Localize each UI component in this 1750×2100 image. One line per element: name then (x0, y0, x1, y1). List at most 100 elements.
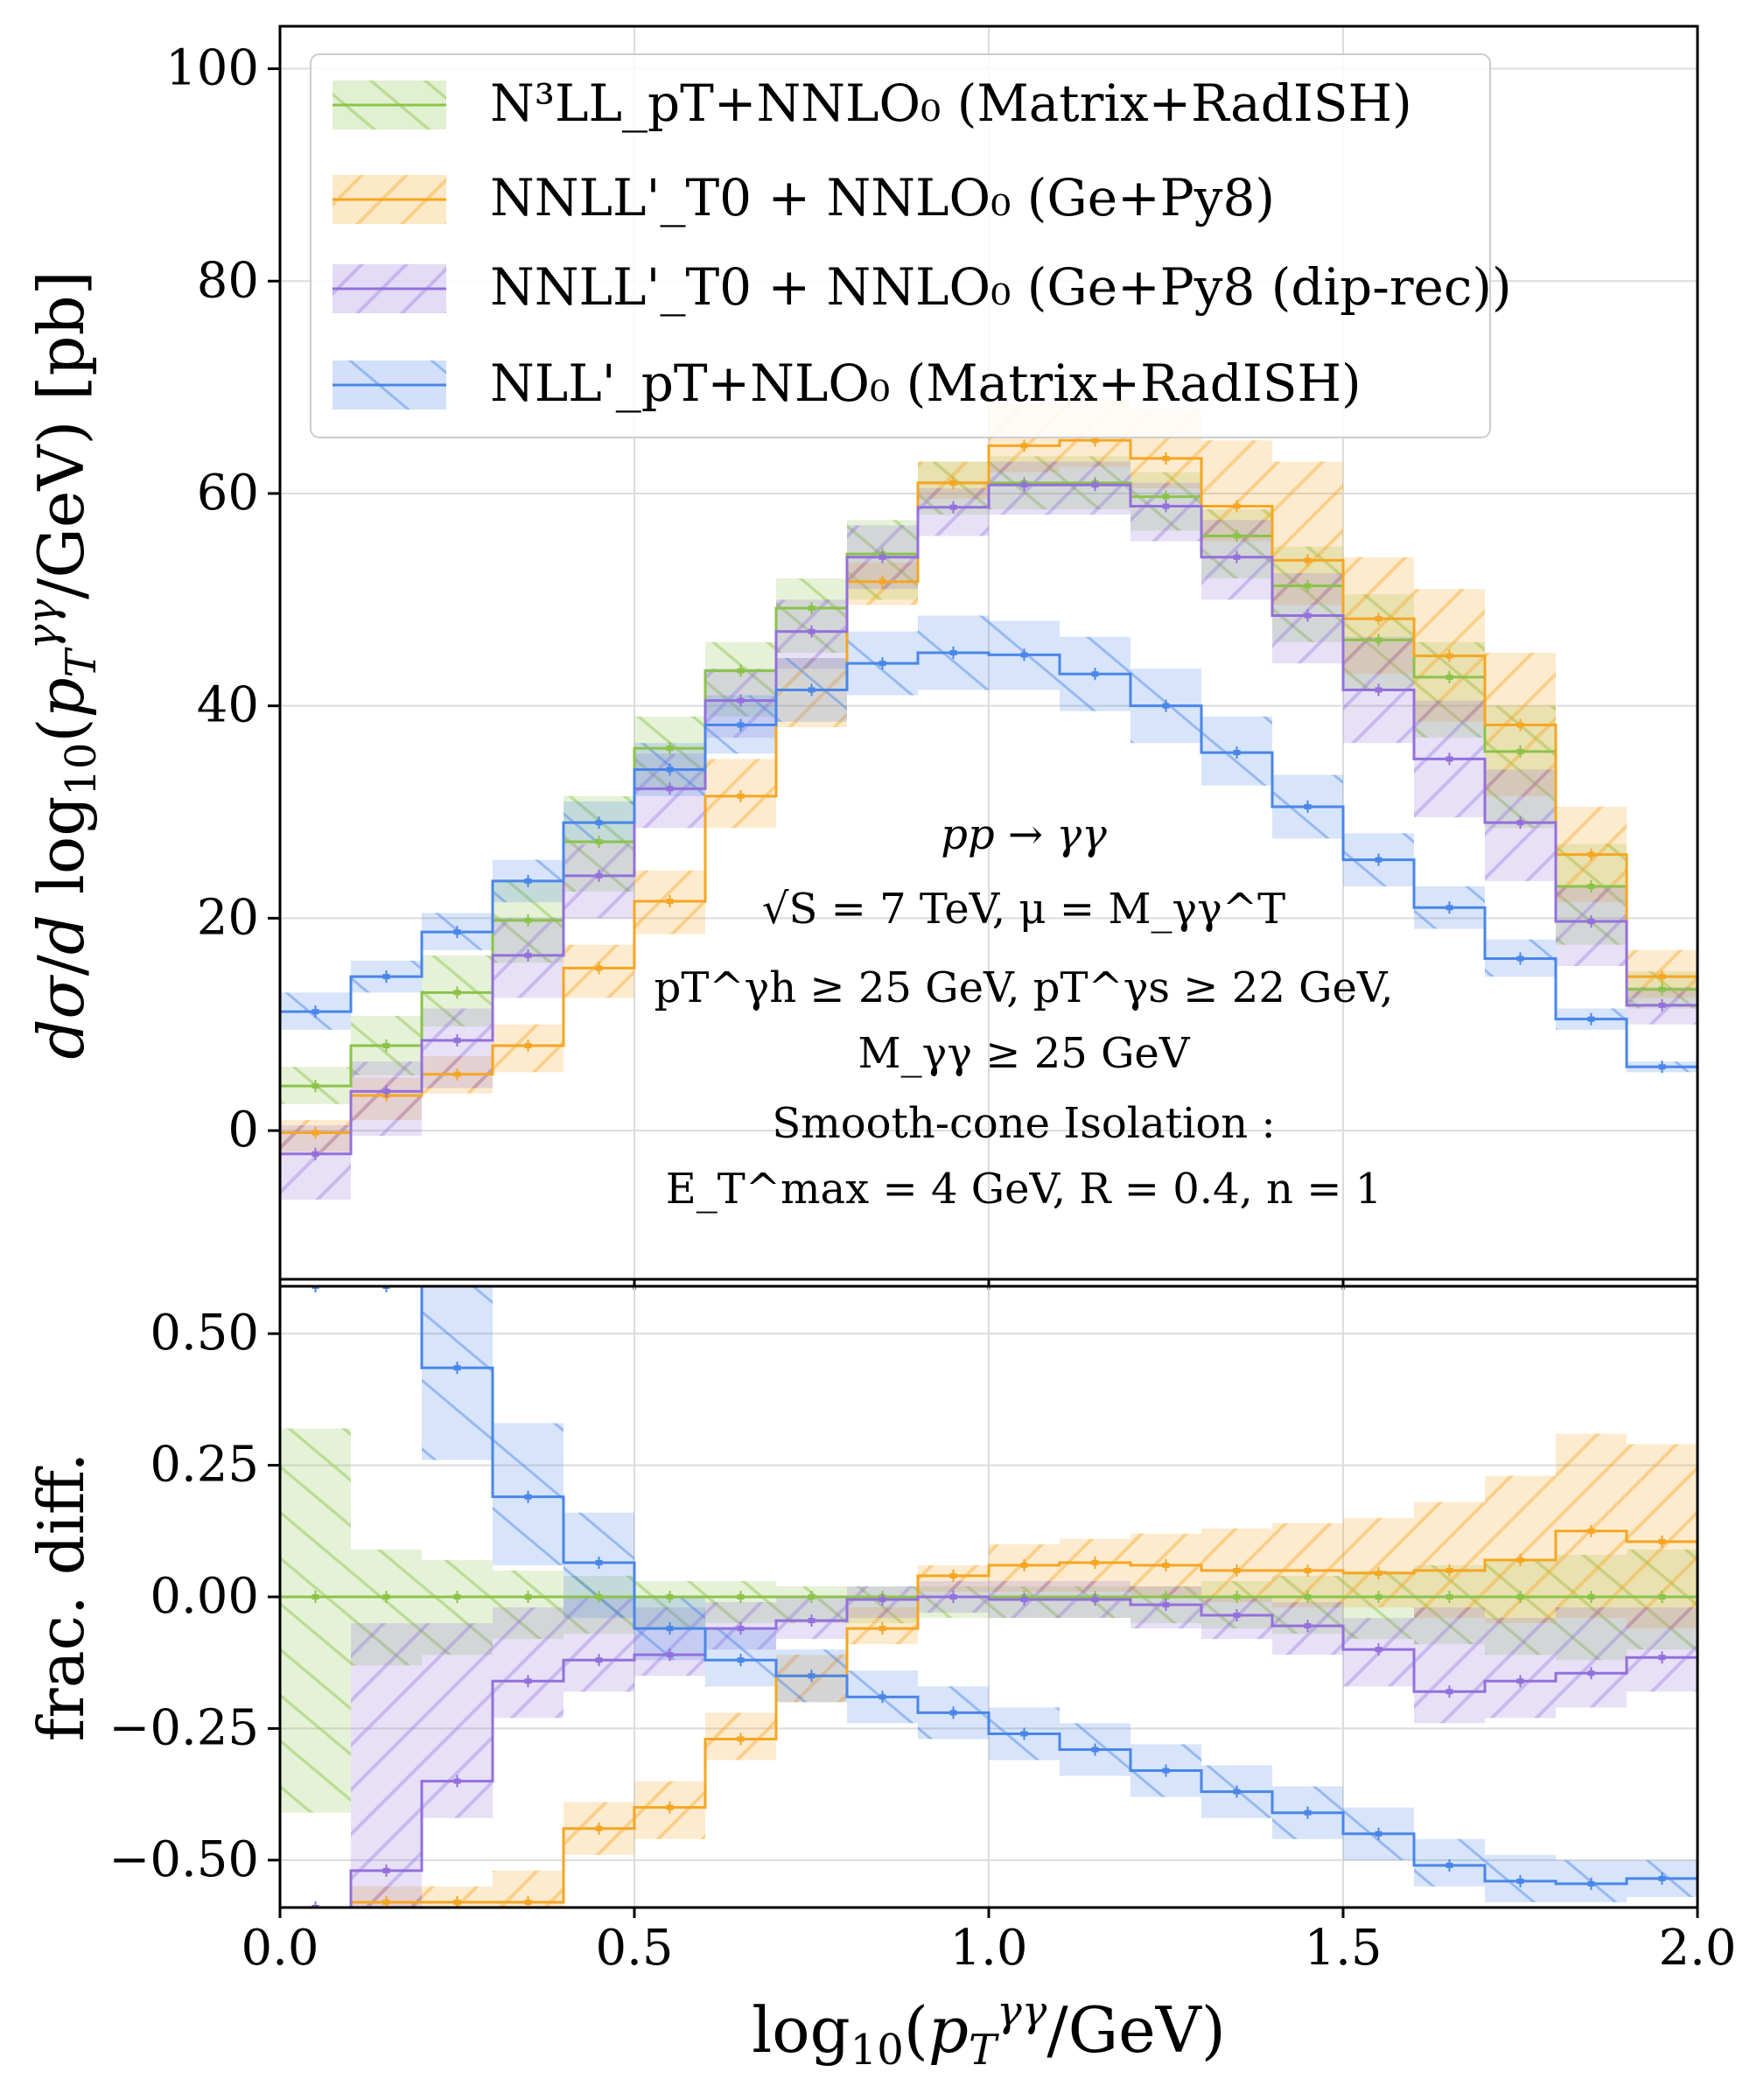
main-marker-n-ll-pt-nnlo-matrix-radish (808, 606, 816, 612)
main-marker-nnll-t0-nnlo-ge-py8-dip-rec (1658, 1002, 1666, 1008)
ratio-marker-nll-pt-nlo-matrix-radish (1375, 1830, 1382, 1837)
main-marker-nll-pt-nlo-matrix-radish (595, 820, 603, 826)
main-marker-nnll-t0-nnlo-ge-py8 (1446, 653, 1453, 659)
ratio-y-tick-label: 0.50 (150, 1305, 259, 1362)
main-marker-nnll-t0-nnlo-ge-py8 (1091, 438, 1099, 444)
ratio-marker-nll-pt-nlo-matrix-radish (949, 1710, 957, 1716)
ratio-marker-n-ll-pt-nnlo-matrix-radish (1375, 1594, 1382, 1600)
main-marker-nnll-t0-nnlo-ge-py8-dip-rec (1162, 503, 1170, 509)
ratio-marker-n-ll-pt-nnlo-matrix-radish (1162, 1594, 1170, 1600)
main-marker-nnll-t0-nnlo-ge-py8-dip-rec (1587, 919, 1595, 925)
ratio-band-hatch-nnll-t0-nnlo-ge-py8-dip-rec (1414, 1607, 1485, 1724)
main-marker-n-ll-pt-nnlo-matrix-radish (1233, 533, 1241, 539)
ratio-marker-nll-pt-nlo-matrix-radish (1233, 1788, 1241, 1795)
ratio-marker-n-ll-pt-nnlo-matrix-radish (382, 1594, 390, 1600)
ratio-band-hatch-nnll-t0-nnlo-ge-py8-dip-rec (351, 1623, 422, 1908)
ratio-marker-nll-pt-nlo-matrix-radish (1658, 1875, 1666, 1881)
main-marker-nnll-t0-nnlo-ge-py8-dip-rec (1375, 687, 1382, 693)
ratio-marker-nll-pt-nlo-matrix-radish (1304, 1810, 1312, 1816)
ratio-marker-nnll-t0-nnlo-ge-py8 (382, 1899, 390, 1905)
ratio-marker-nnll-t0-nnlo-ge-py8 (524, 1899, 532, 1905)
main-marker-n-ll-pt-nnlo-matrix-radish (1516, 748, 1524, 754)
main-marker-nnll-t0-nnlo-ge-py8-dip-rec (312, 1151, 319, 1157)
main-marker-nll-pt-nlo-matrix-radish (1091, 671, 1099, 677)
ratio-marker-nll-pt-nlo-matrix-radish (595, 1559, 603, 1565)
main-marker-n-ll-pt-nnlo-matrix-radish (737, 668, 745, 674)
main-marker-n-ll-pt-nnlo-matrix-radish (524, 917, 532, 923)
ratio-marker-n-ll-pt-nnlo-matrix-radish (1587, 1594, 1595, 1600)
main-y-tick-label: 100 (165, 40, 259, 97)
main-marker-n-ll-pt-nnlo-matrix-radish (1375, 637, 1382, 643)
ratio-marker-nnll-t0-nnlo-ge-py8-dip-rec (1233, 1613, 1241, 1619)
x-tick-label: 0.5 (595, 1920, 673, 1977)
ratio-marker-nll-pt-nlo-matrix-radish (666, 1626, 674, 1632)
main-marker-n-ll-pt-nnlo-matrix-radish (1587, 883, 1595, 889)
main-y-tick-label: 20 (197, 889, 259, 946)
ratio-marker-nnll-t0-nnlo-ge-py8-dip-rec (1020, 1597, 1028, 1603)
ratio-marker-nnll-t0-nnlo-ge-py8-dip-rec (1587, 1670, 1595, 1676)
main-marker-nnll-t0-nnlo-ge-py8-dip-rec (1233, 554, 1241, 560)
main-y-tick-label: 60 (197, 465, 259, 522)
main-y-tick-label: 40 (197, 677, 259, 734)
annotation-line: pp → γγ (941, 810, 1107, 859)
main-marker-nnll-t0-nnlo-ge-py8-dip-rec (1020, 482, 1028, 488)
main-marker-nll-pt-nlo-matrix-radish (312, 1009, 319, 1015)
main-marker-nnll-t0-nnlo-ge-py8 (1658, 974, 1666, 980)
main-marker-nnll-t0-nnlo-ge-py8 (878, 578, 886, 584)
ratio-marker-nnll-t0-nnlo-ge-py8-dip-rec (666, 1652, 674, 1658)
ratio-lines (280, 1286, 1698, 1908)
ratio-y-tick-label: −0.25 (108, 1699, 259, 1756)
ratio-marker-nnll-t0-nnlo-ge-py8 (595, 1825, 603, 1831)
ratio-marker-nnll-t0-nnlo-ge-py8-dip-rec (1375, 1647, 1382, 1653)
ratio-marker-nnll-t0-nnlo-ge-py8-dip-rec (1304, 1623, 1312, 1629)
main-marker-n-ll-pt-nnlo-matrix-radish (382, 1043, 390, 1049)
ratio-marker-nnll-t0-nnlo-ge-py8 (1091, 1559, 1099, 1565)
ratio-marker-nll-pt-nlo-matrix-radish (1162, 1768, 1170, 1774)
main-marker-n-ll-pt-nnlo-matrix-radish (595, 839, 603, 845)
x-tick-label: 1.0 (949, 1920, 1027, 1977)
main-marker-nll-pt-nlo-matrix-radish (1446, 905, 1453, 911)
main-marker-nnll-t0-nnlo-ge-py8 (1162, 455, 1170, 461)
main-y-ticks: 0 20 40 60 80 100 (165, 40, 1699, 1290)
main-marker-nll-pt-nlo-matrix-radish (382, 974, 390, 980)
main-marker-nll-pt-nlo-matrix-radish (1020, 652, 1028, 658)
ratio-marker-n-ll-pt-nnlo-matrix-radish (1304, 1594, 1312, 1600)
ratio-band-hatch-nnll-t0-nnlo-ge-py8-dip-rec (1485, 1618, 1556, 1718)
main-marker-nll-pt-nlo-matrix-radish (737, 722, 745, 728)
main-marker-nnll-t0-nnlo-ge-py8 (524, 1043, 532, 1049)
ratio-marker-nll-pt-nlo-matrix-radish (1587, 1880, 1595, 1886)
annotation-line: √S = 7 TeV, μ = M_γγ^T (762, 885, 1285, 934)
main-marker-nnll-t0-nnlo-ge-py8-dip-rec (808, 628, 816, 634)
ratio-marker-nll-pt-nlo-matrix-radish (808, 1673, 816, 1679)
ratio-marker-n-ll-pt-nnlo-matrix-radish (737, 1594, 745, 1600)
main-marker-nnll-t0-nnlo-ge-py8 (1020, 443, 1028, 449)
ratio-marker-nnll-t0-nnlo-ge-py8 (1020, 1562, 1028, 1568)
ratio-marker-nll-pt-nlo-matrix-radish (737, 1657, 745, 1663)
annotation-line: M_γγ ≥ 25 GeV (858, 1029, 1190, 1078)
ratio-marker-nnll-t0-nnlo-ge-py8 (878, 1626, 886, 1632)
legend-entry-label: NLL'_pT+NLO₀ (Matrix+RadISH) (490, 354, 1362, 413)
main-marker-nnll-t0-nnlo-ge-py8-dip-rec (1516, 820, 1524, 826)
ratio-y-tick-label: −0.50 (108, 1831, 259, 1888)
main-marker-nnll-t0-nnlo-ge-py8-dip-rec (453, 1037, 461, 1043)
ratio-marker-nnll-t0-nnlo-ge-py8-dip-rec (737, 1626, 745, 1632)
x-axis-title: log10(pTγγ/GeV) (752, 1987, 1226, 2075)
main-marker-nll-pt-nlo-matrix-radish (666, 766, 674, 773)
main-marker-nll-pt-nlo-matrix-radish (1587, 1016, 1595, 1022)
ratio-marker-n-ll-pt-nnlo-matrix-radish (312, 1594, 319, 1600)
ratio-marker-nnll-t0-nnlo-ge-py8-dip-rec (382, 1867, 390, 1873)
ratio-marker-nll-pt-nlo-matrix-radish (1516, 1878, 1524, 1884)
ratio-marker-nnll-t0-nnlo-ge-py8-dip-rec (595, 1657, 603, 1663)
main-marker-nll-pt-nlo-matrix-radish (453, 929, 461, 935)
main-marker-nnll-t0-nnlo-ge-py8 (1304, 557, 1312, 564)
main-marker-n-ll-pt-nnlo-matrix-radish (1658, 986, 1666, 992)
ratio-marker-nnll-t0-nnlo-ge-py8-dip-rec (1658, 1655, 1666, 1661)
main-marker-nll-pt-nlo-matrix-radish (1516, 956, 1524, 962)
ratio-x-ticks: 0.0 0.5 1.0 1.5 2.0 (241, 1920, 1736, 1977)
ratio-marker-nnll-t0-nnlo-ge-py8 (1233, 1567, 1241, 1573)
annotation-line: E_T^max = 4 GeV, R = 0.4, n = 1 (666, 1165, 1382, 1214)
main-marker-nnll-t0-nnlo-ge-py8-dip-rec (1091, 482, 1099, 488)
main-lines (280, 434, 1698, 1160)
main-marker-nll-pt-nlo-matrix-radish (1233, 750, 1241, 756)
ratio-marker-n-ll-pt-nnlo-matrix-radish (1658, 1594, 1666, 1600)
